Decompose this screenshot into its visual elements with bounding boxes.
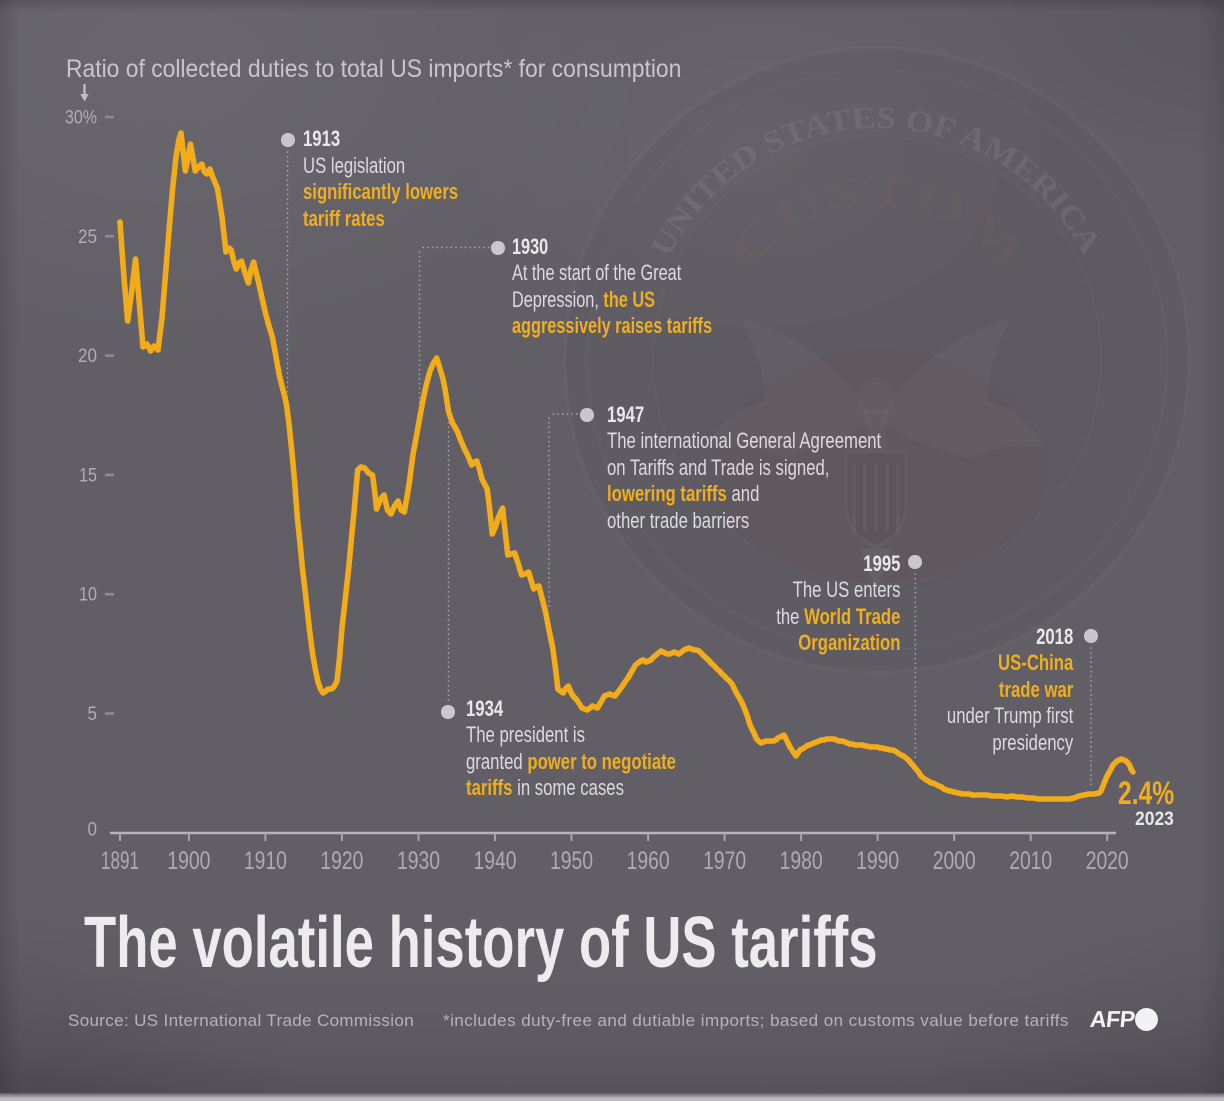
svg-text:1960: 1960 [627, 847, 670, 875]
svg-text:15: 15 [79, 465, 97, 486]
svg-text:1990: 1990 [856, 847, 899, 875]
svg-text:2000: 2000 [933, 847, 976, 875]
svg-text:1950: 1950 [550, 847, 593, 875]
svg-text:1920: 1920 [320, 847, 363, 875]
svg-text:5: 5 [88, 704, 98, 725]
svg-text:2010: 2010 [1009, 847, 1052, 875]
svg-text:1930: 1930 [397, 847, 440, 875]
svg-text:1970: 1970 [703, 847, 746, 875]
svg-text:1980: 1980 [780, 847, 823, 875]
svg-text:30%: 30% [65, 108, 97, 129]
svg-text:20: 20 [78, 346, 97, 367]
svg-text:1940: 1940 [474, 847, 517, 875]
svg-text:0: 0 [88, 820, 98, 841]
svg-text:1900: 1900 [167, 847, 210, 875]
svg-text:25: 25 [78, 227, 97, 248]
svg-text:2020: 2020 [1086, 847, 1129, 875]
svg-text:1910: 1910 [244, 847, 287, 875]
svg-text:1891: 1891 [101, 847, 139, 875]
svg-text:10: 10 [79, 585, 97, 606]
